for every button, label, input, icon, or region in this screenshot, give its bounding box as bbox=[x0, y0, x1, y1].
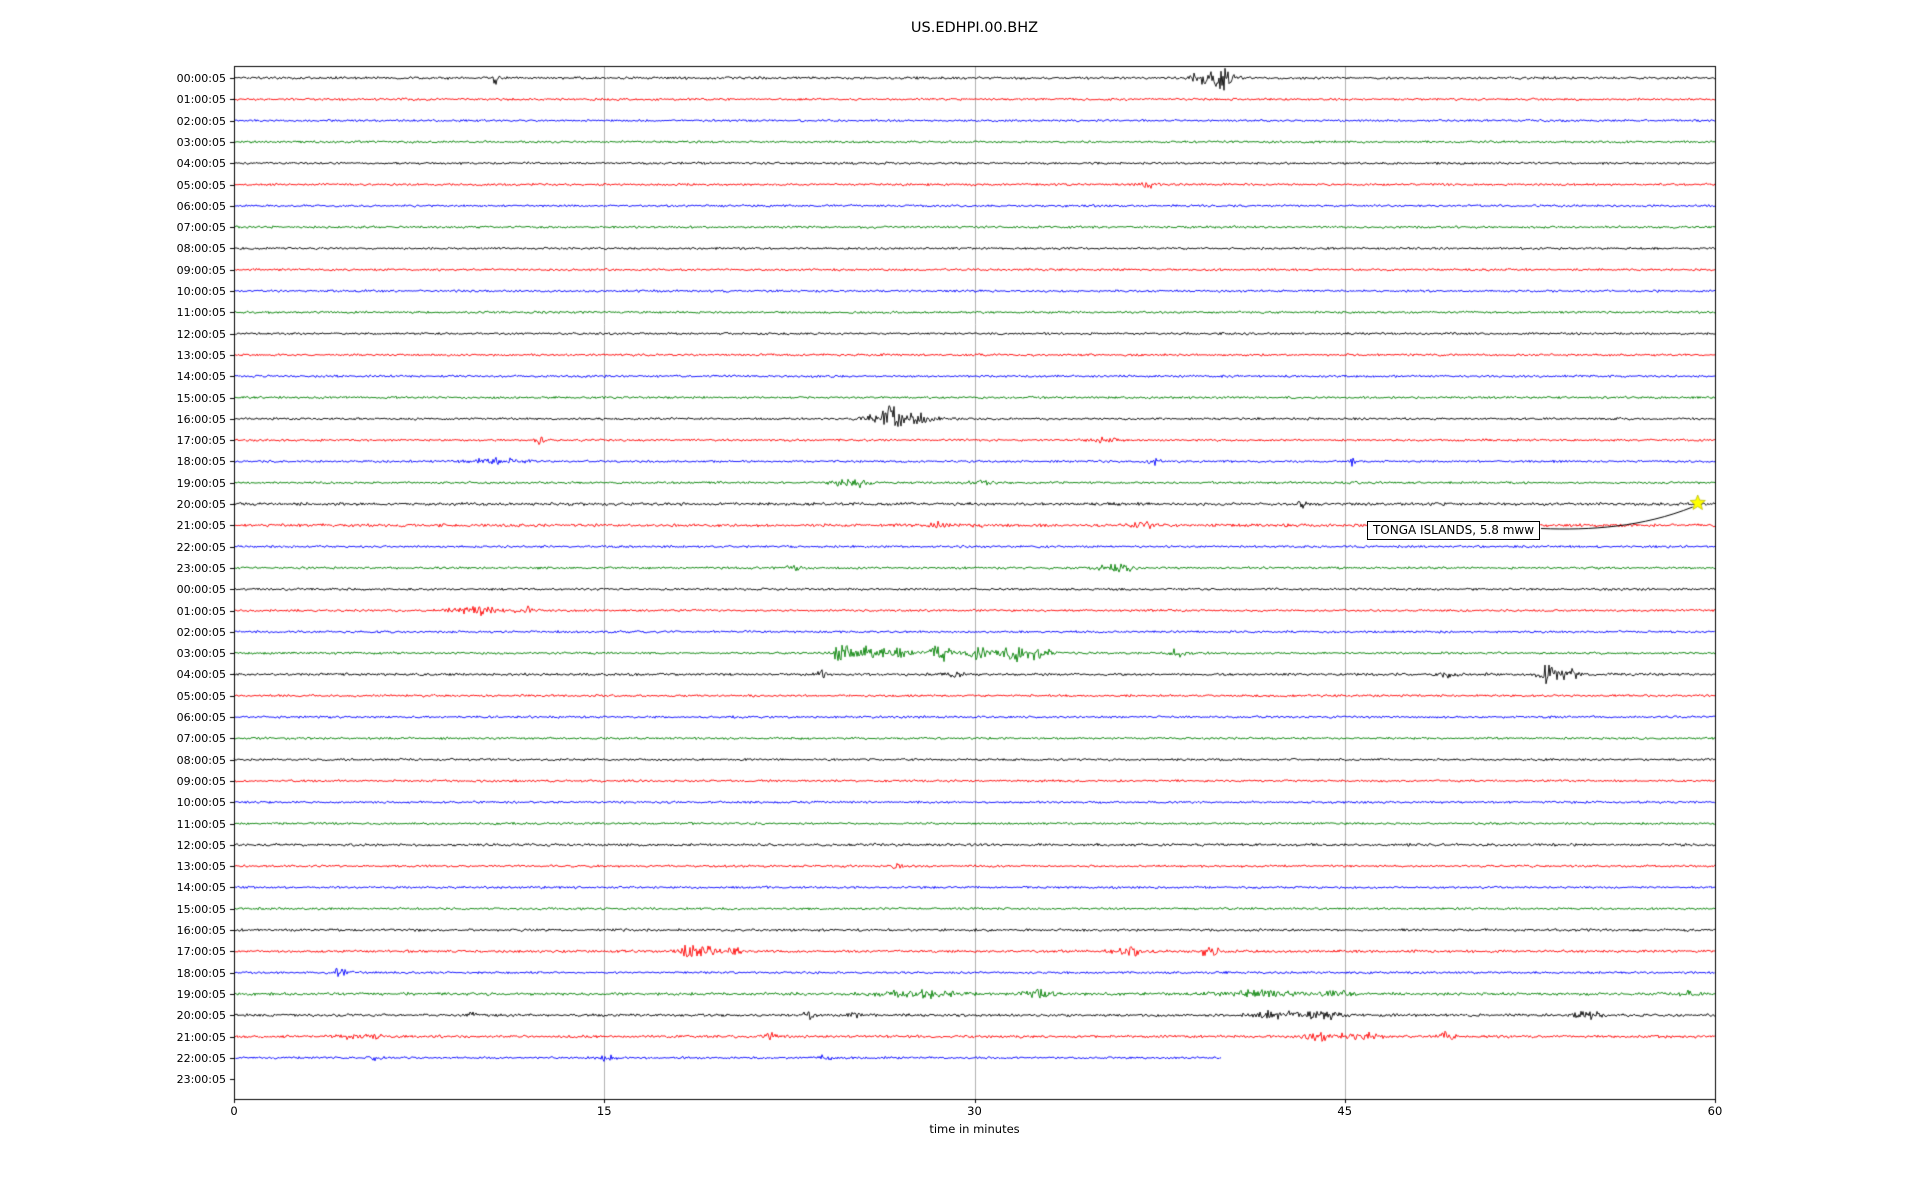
x-axis-label: time in minutes bbox=[929, 1122, 1020, 1136]
y-tick-label: 13:00:05 bbox=[176, 860, 226, 874]
y-tick-label: 15:00:05 bbox=[176, 902, 226, 916]
y-tick-label: 06:00:05 bbox=[176, 711, 226, 724]
y-tick-label: 15:00:05 bbox=[176, 391, 226, 405]
x-tick-label: 60 bbox=[1707, 1104, 1723, 1118]
y-tick-label: 08:00:05 bbox=[176, 753, 226, 767]
y-tick-label: 14:00:05 bbox=[176, 370, 226, 384]
y-tick-label: 21:00:05 bbox=[176, 1030, 226, 1044]
y-tick-label: 12:00:05 bbox=[176, 838, 226, 852]
y-tick-label: 02:00:05 bbox=[176, 625, 226, 639]
y-tick-label: 00:00:05 bbox=[176, 72, 226, 85]
y-tick-label: 19:00:05 bbox=[176, 476, 226, 490]
y-tick-label: 12:00:05 bbox=[176, 327, 226, 341]
y-tick-label: 14:00:05 bbox=[176, 881, 226, 895]
y-tick-label: 00:00:05 bbox=[176, 583, 226, 597]
y-tick-label: 07:00:05 bbox=[176, 732, 226, 746]
y-tick-label: 13:00:05 bbox=[176, 348, 226, 362]
y-tick-label: 20:00:05 bbox=[176, 498, 226, 511]
y-tick-label: 22:00:05 bbox=[176, 1051, 226, 1065]
y-tick-label: 04:00:05 bbox=[176, 157, 226, 171]
y-tick-label: 05:00:05 bbox=[176, 689, 226, 703]
y-tick-label: 10:00:05 bbox=[176, 285, 226, 298]
y-tick-label: 17:00:05 bbox=[176, 434, 226, 448]
x-tick-label: 15 bbox=[596, 1104, 612, 1118]
y-tick-label: 08:00:05 bbox=[176, 242, 226, 256]
y-tick-label: 17:00:05 bbox=[176, 945, 226, 959]
y-tick-label: 22:00:05 bbox=[176, 540, 226, 554]
x-tick-label: 0 bbox=[230, 1104, 238, 1118]
y-tick-label: 01:00:05 bbox=[176, 604, 226, 618]
y-tick-label: 09:00:05 bbox=[176, 774, 226, 788]
chart-title: US.EDHPI.00.BHZ bbox=[910, 20, 1039, 36]
y-tick-label: 19:00:05 bbox=[176, 987, 226, 1001]
y-tick-label: 03:00:05 bbox=[176, 135, 226, 149]
y-tick-label: 01:00:05 bbox=[176, 93, 226, 107]
y-tick-label: 02:00:05 bbox=[176, 114, 226, 128]
y-tick-label: 16:00:05 bbox=[176, 924, 226, 937]
y-tick-label: 10:00:05 bbox=[176, 796, 226, 810]
y-tick-label: 18:00:05 bbox=[176, 455, 226, 469]
y-tick-label: 09:00:05 bbox=[176, 263, 226, 277]
y-tick-label: 11:00:05 bbox=[176, 817, 226, 831]
y-tick-label: 03:00:05 bbox=[176, 647, 226, 661]
y-tick-label: 04:00:05 bbox=[176, 668, 226, 682]
x-tick-label: 30 bbox=[967, 1104, 982, 1118]
y-tick-label: 05:00:05 bbox=[176, 178, 226, 192]
x-tick-label: 45 bbox=[1337, 1104, 1353, 1118]
y-tick-label: 07:00:05 bbox=[176, 221, 226, 235]
earthquake-annotation-label: TONGA ISLANDS, 5.8 mww bbox=[1366, 521, 1541, 540]
y-tick-label: 06:00:05 bbox=[176, 199, 226, 213]
y-tick-label: 21:00:05 bbox=[176, 519, 226, 533]
y-tick-label: 11:00:05 bbox=[176, 306, 226, 320]
y-tick-label: 18:00:05 bbox=[176, 966, 226, 980]
y-tick-label: 23:00:05 bbox=[176, 1073, 226, 1087]
y-tick-label: 23:00:05 bbox=[176, 561, 226, 575]
y-tick-label: 16:00:05 bbox=[176, 412, 226, 426]
y-tick-label: 20:00:05 bbox=[176, 1009, 226, 1023]
